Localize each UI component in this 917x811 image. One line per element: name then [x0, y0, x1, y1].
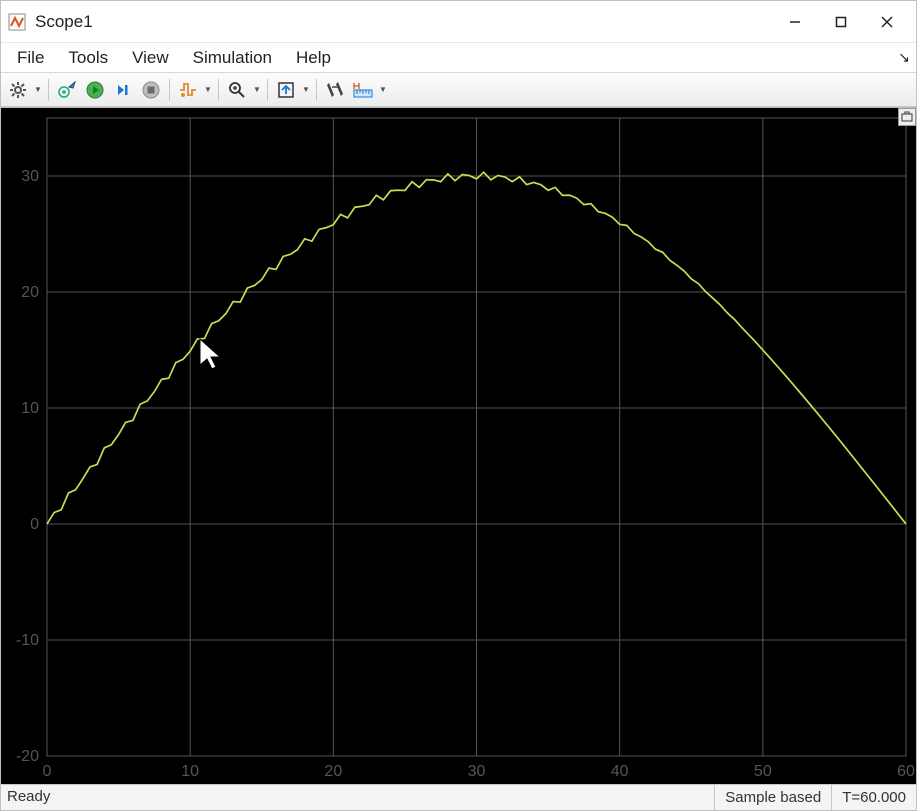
toolbar-separator: [48, 79, 49, 101]
svg-text:20: 20: [324, 763, 342, 780]
highlight-icon[interactable]: [54, 77, 80, 103]
menu-file[interactable]: File: [5, 44, 56, 72]
status-mode: Sample based: [714, 785, 831, 810]
ruler-icon[interactable]: [350, 77, 376, 103]
menu-view[interactable]: View: [120, 44, 181, 72]
svg-text:50: 50: [754, 763, 772, 780]
svg-text:-10: -10: [16, 632, 39, 649]
stop-icon[interactable]: [138, 77, 164, 103]
toolbar-separator: [316, 79, 317, 101]
svg-text:40: 40: [611, 763, 629, 780]
triggers-icon[interactable]: [175, 77, 201, 103]
triggers-icon-dropdown[interactable]: ▼: [203, 85, 213, 94]
status-text: Ready: [1, 785, 714, 810]
toolbar-separator: [169, 79, 170, 101]
titlebar: Scope1: [1, 1, 916, 43]
svg-text:30: 30: [21, 168, 39, 185]
autoscale-icon[interactable]: [273, 77, 299, 103]
plot-area[interactable]: 0 10 20 30 40 50 60 -20 -10 0 10 20 30: [1, 107, 916, 784]
close-button[interactable]: [864, 1, 910, 43]
toolbar-separator: [218, 79, 219, 101]
svg-text:10: 10: [21, 400, 39, 417]
svg-text:0: 0: [43, 763, 52, 780]
step-icon[interactable]: [110, 77, 136, 103]
statusbar: Ready Sample based T=60.000: [1, 784, 916, 810]
toolbar: ▼ ▼ ▼ ▼ ▼: [1, 73, 916, 107]
maximize-plot-icon[interactable]: [898, 108, 916, 126]
svg-text:10: 10: [181, 763, 199, 780]
autoscale-icon-dropdown[interactable]: ▼: [301, 85, 311, 94]
zoom-icon-dropdown[interactable]: ▼: [252, 85, 262, 94]
svg-text:60: 60: [897, 763, 915, 780]
menubar: File Tools View Simulation Help ↘: [1, 43, 916, 73]
scope-plot: 0 10 20 30 40 50 60 -20 -10 0 10 20 30: [1, 108, 916, 784]
svg-text:-20: -20: [16, 748, 39, 765]
menu-simulation[interactable]: Simulation: [181, 44, 284, 72]
toolbar-separator: [267, 79, 268, 101]
measure-icon[interactable]: [322, 77, 348, 103]
status-time: T=60.000: [831, 785, 916, 810]
zoom-icon[interactable]: [224, 77, 250, 103]
app-icon: [7, 12, 27, 32]
menu-tools[interactable]: Tools: [56, 44, 120, 72]
menu-help[interactable]: Help: [284, 44, 343, 72]
svg-text:30: 30: [468, 763, 486, 780]
undock-icon[interactable]: ↘: [898, 49, 910, 66]
minimize-button[interactable]: [772, 1, 818, 43]
svg-text:0: 0: [30, 516, 39, 533]
run-icon[interactable]: [82, 77, 108, 103]
maximize-button[interactable]: [818, 1, 864, 43]
ruler-icon-dropdown[interactable]: ▼: [378, 85, 388, 94]
configure-icon[interactable]: [5, 77, 31, 103]
window-title: Scope1: [35, 12, 93, 32]
configure-icon-dropdown[interactable]: ▼: [33, 85, 43, 94]
svg-text:20: 20: [21, 284, 39, 301]
